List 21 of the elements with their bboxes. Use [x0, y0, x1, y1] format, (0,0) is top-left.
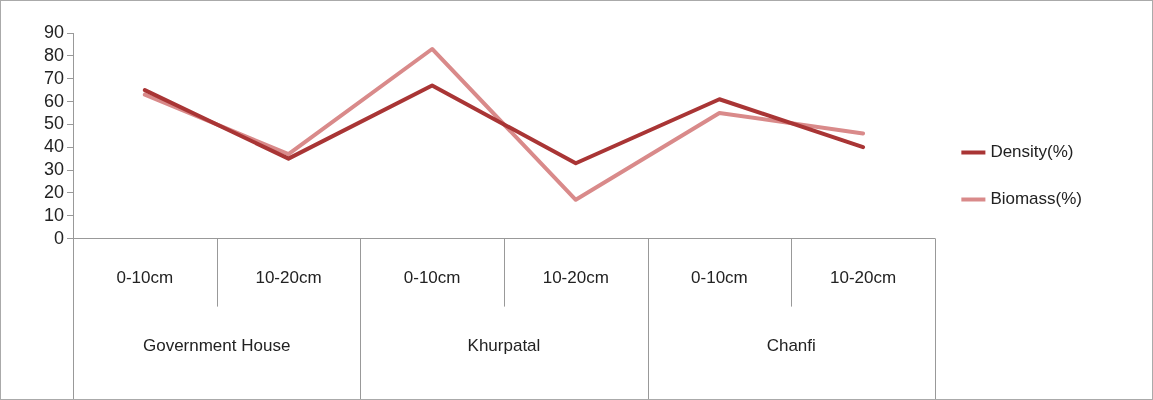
y-tick-label: 80 — [43, 44, 65, 65]
x-tick-label: 10-20cm — [542, 268, 609, 288]
y-tick-label: 0 — [54, 227, 65, 248]
x-tick-label: 10-20cm — [255, 268, 322, 288]
y-tick-label: 60 — [43, 90, 65, 111]
y-tick-label: 70 — [43, 67, 65, 88]
y-tick-label: 40 — [43, 136, 65, 157]
text: Khurpatal — [467, 336, 541, 356]
y-tick-label: 90 — [43, 21, 65, 42]
x-tick-label: 10-20cm — [829, 268, 897, 288]
y-tick-label: 20 — [43, 181, 65, 202]
y-tick-label: 10 — [43, 204, 65, 225]
y-tick-label: 50 — [43, 113, 65, 134]
legend-label: Biomass(%) — [990, 189, 1082, 209]
x-tick-label: 0-10cm — [691, 268, 748, 288]
x-tick-label: 0-10cm — [403, 268, 461, 288]
x-tick-label: 0-10cm — [116, 268, 174, 288]
y-tick-label: 30 — [43, 159, 65, 180]
text: Chanfi — [766, 336, 816, 356]
legend-label: Density(%) — [990, 142, 1074, 162]
text: Government House — [142, 336, 291, 356]
